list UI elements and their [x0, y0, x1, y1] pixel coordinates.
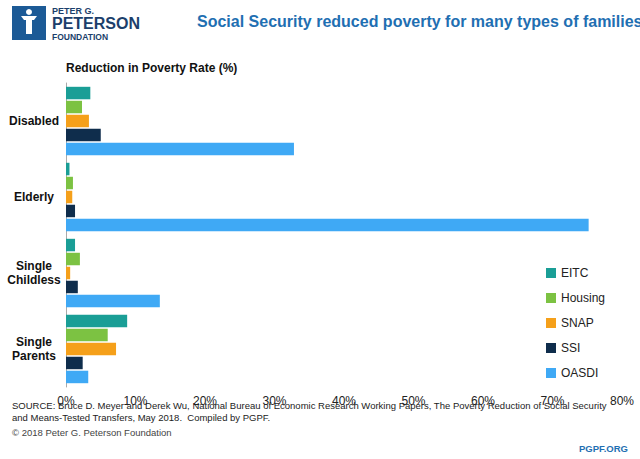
svg-text:20%: 20% — [193, 394, 217, 408]
svg-text:and Means-Tested Transfers, Ma: and Means-Tested Transfers, May 2018. Co… — [12, 412, 270, 423]
svg-text:10%: 10% — [123, 394, 147, 408]
svg-text:Housing: Housing — [561, 291, 605, 305]
svg-text:Social Security reduced povert: Social Security reduced poverty for many… — [197, 13, 640, 30]
svg-text:Disabled: Disabled — [9, 114, 59, 128]
svg-text:70%: 70% — [540, 394, 564, 408]
svg-text:Reduction in Poverty Rate (%): Reduction in Poverty Rate (%) — [66, 61, 237, 75]
svg-text:Elderly: Elderly — [14, 190, 54, 204]
svg-text:50%: 50% — [401, 394, 425, 408]
svg-text:FOUNDATION: FOUNDATION — [52, 32, 108, 42]
svg-text:OASDI: OASDI — [561, 366, 598, 380]
svg-text:Parents: Parents — [12, 349, 56, 363]
svg-text:Single: Single — [16, 259, 52, 273]
svg-text:SNAP: SNAP — [561, 316, 594, 330]
svg-text:PETERSON: PETERSON — [52, 15, 140, 32]
svg-text:PGPF.ORG: PGPF.ORG — [579, 443, 628, 454]
svg-text:30%: 30% — [262, 394, 286, 408]
svg-text:EITC: EITC — [561, 266, 589, 280]
svg-text:0%: 0% — [57, 394, 75, 408]
svg-text:40%: 40% — [332, 394, 356, 408]
svg-text:80%: 80% — [610, 394, 634, 408]
svg-text:PETER G.: PETER G. — [52, 5, 94, 16]
svg-text:Single: Single — [16, 335, 52, 349]
svg-text:60%: 60% — [471, 394, 495, 408]
svg-text:SSI: SSI — [561, 341, 580, 355]
svg-text:Childless: Childless — [7, 273, 61, 287]
svg-text:SOURCE: Bruce D. Meyer and Der: SOURCE: Bruce D. Meyer and Derek Wu, Nat… — [12, 400, 609, 411]
svg-text:© 2018 Peter G. Peterson Found: © 2018 Peter G. Peterson Foundation — [12, 427, 172, 438]
